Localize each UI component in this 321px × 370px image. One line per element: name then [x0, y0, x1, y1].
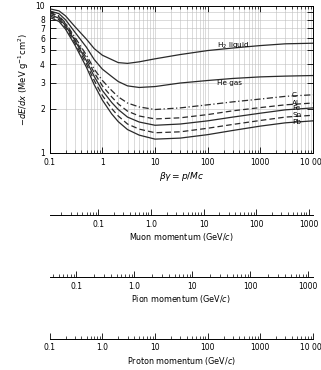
X-axis label: Pion momentum (GeV/$c$): Pion momentum (GeV/$c$) — [132, 293, 231, 305]
X-axis label: Muon momentum (GeV/$c$): Muon momentum (GeV/$c$) — [129, 231, 234, 243]
Text: He gas: He gas — [217, 80, 242, 85]
Y-axis label: $-dE/dx$ (MeV g$^{-1}$cm$^2$): $-dE/dx$ (MeV g$^{-1}$cm$^2$) — [17, 33, 31, 126]
Text: H$_2$ liquid: H$_2$ liquid — [217, 41, 249, 51]
X-axis label: $\beta\gamma = p/Mc$: $\beta\gamma = p/Mc$ — [159, 169, 204, 182]
Text: Fe: Fe — [292, 105, 300, 111]
Text: Pb: Pb — [292, 119, 301, 125]
Text: C: C — [292, 92, 297, 98]
Text: Sn: Sn — [292, 112, 301, 118]
X-axis label: Proton momentum (GeV/$c$): Proton momentum (GeV/$c$) — [127, 355, 236, 367]
Text: Al: Al — [292, 100, 299, 106]
